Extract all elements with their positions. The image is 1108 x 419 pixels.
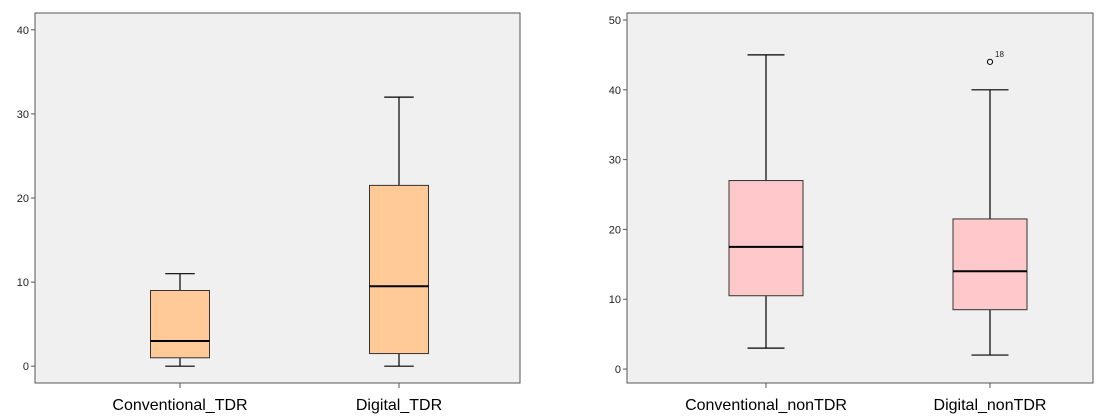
y-tick-label: 20 xyxy=(17,193,29,205)
y-tick-label: 30 xyxy=(17,109,29,121)
y-tick-label: 0 xyxy=(615,364,621,376)
category-label: Conventional_nonTDR xyxy=(685,397,847,414)
plot-area xyxy=(626,12,1094,384)
box xyxy=(728,180,804,297)
y-tick-label: 50 xyxy=(609,15,621,27)
y-tick-label: 40 xyxy=(609,85,621,97)
y-tick-label: 10 xyxy=(17,277,29,289)
y-tick-label: 40 xyxy=(17,25,29,37)
category-label: Digital_nonTDR xyxy=(934,397,1047,414)
chart-nontdr: 0 10 20 30 40 50 Conventional_nonTDR 18 Digital_… xyxy=(609,12,1094,414)
plot-area xyxy=(34,12,521,384)
y-tick-label: 20 xyxy=(609,224,621,236)
box xyxy=(150,290,210,359)
box xyxy=(369,184,429,355)
outlier-point xyxy=(986,58,994,65)
y-tick-label: 30 xyxy=(609,155,621,167)
box xyxy=(952,218,1028,311)
y-tick-label: 10 xyxy=(609,294,621,306)
category-label: Digital_TDR xyxy=(356,397,442,414)
chart-tdr: 0 10 20 30 40 Conventional_TDR Digital_TDR xyxy=(17,12,521,414)
outlier-label: 18 xyxy=(995,50,1004,59)
category-label: Conventional_TDR xyxy=(112,397,247,414)
y-tick-label: 0 xyxy=(23,361,29,373)
